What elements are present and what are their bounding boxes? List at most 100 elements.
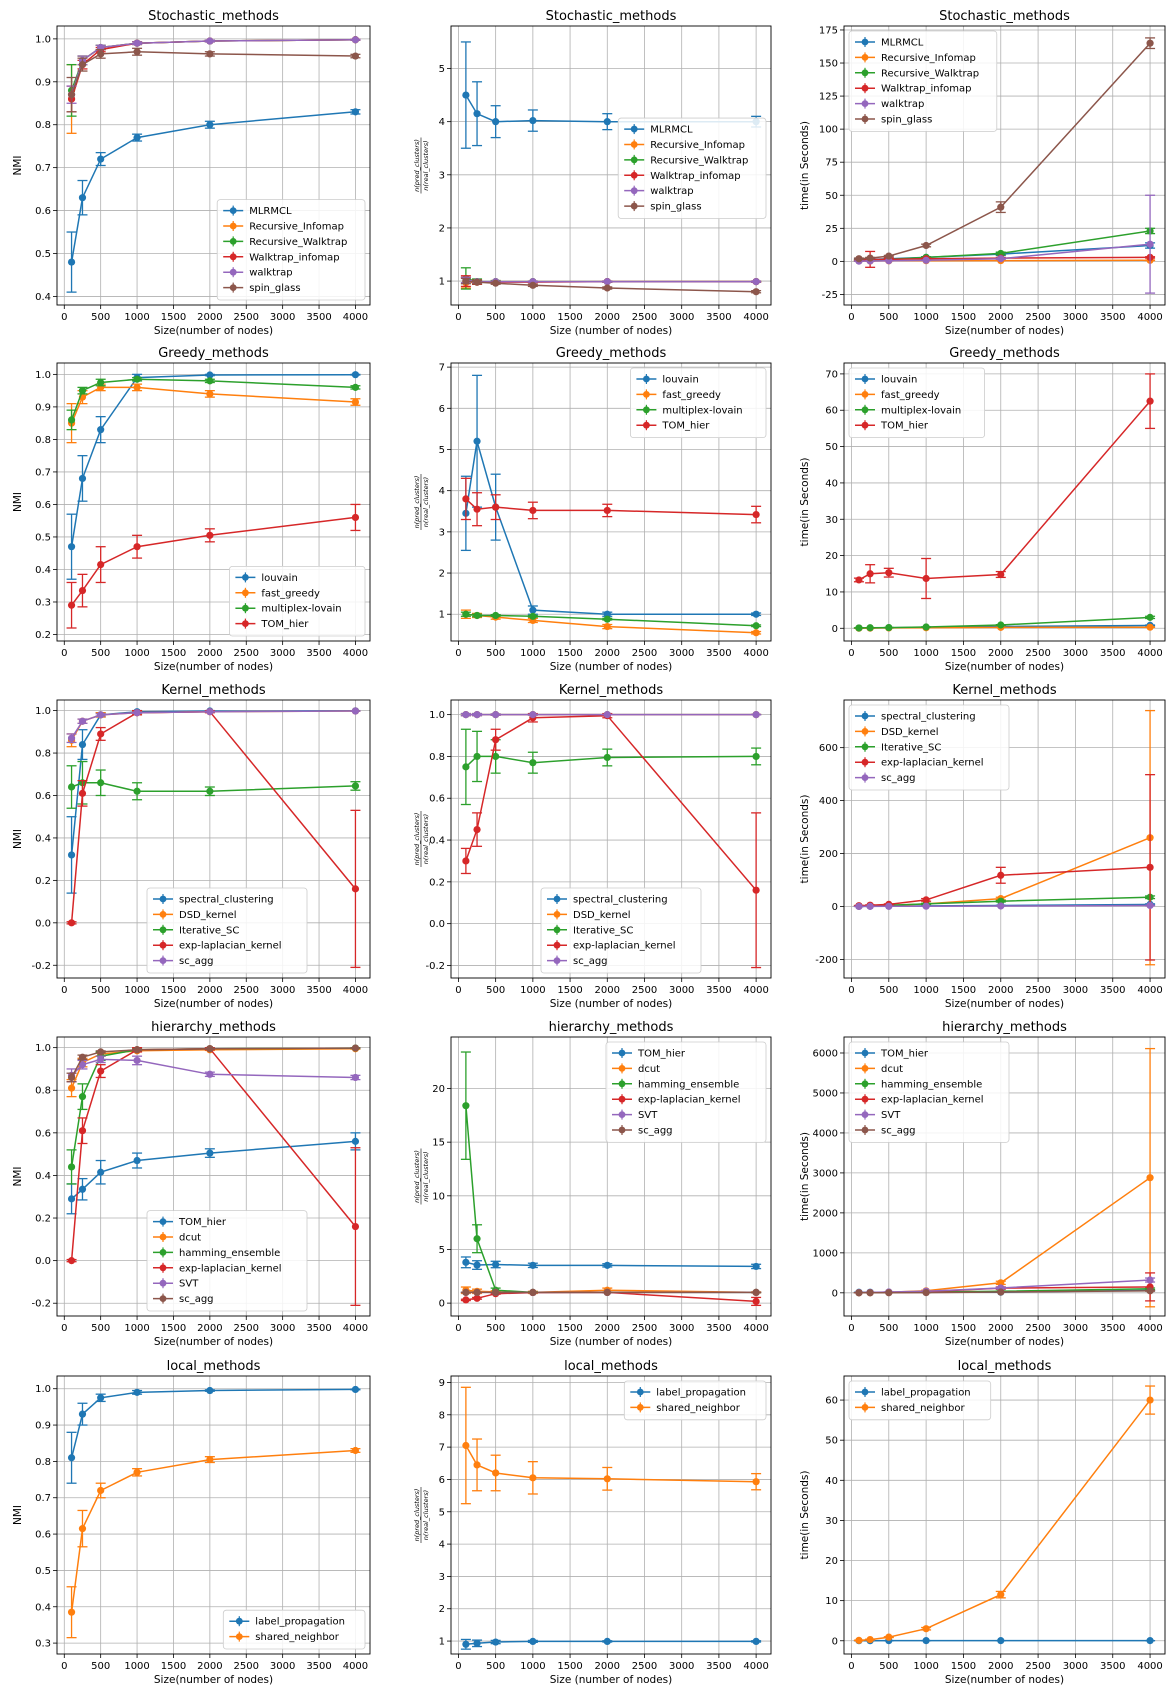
legend-marker: [861, 1049, 869, 1057]
legend: spectral_clustering DSD_kernel Iterative_S…: [848, 704, 1010, 791]
x-axis-label: Size(number of nodes): [154, 661, 273, 673]
legend-marker: [229, 253, 237, 261]
y-axis-label-numerator: n(pred_clusters): [413, 476, 421, 529]
legend-entry: sc_agg: [547, 955, 608, 967]
series-sc_agg: [66, 1044, 361, 1083]
legend-label: walktrap: [881, 99, 924, 110]
legend-marker: [861, 1111, 869, 1118]
legend: louvain fast_greedy multiplex-lovain TOM_hi…: [228, 566, 366, 637]
y-tick-label: 0.6: [35, 500, 51, 511]
data-point: [885, 1633, 893, 1641]
x-tick-label: 3000: [669, 648, 694, 659]
legend-entry: DSD_kernel: [153, 909, 237, 921]
data-point: [67, 543, 76, 551]
data-point: [67, 601, 76, 609]
series-line: [70, 386, 356, 424]
y-tick-label: 0.7: [35, 467, 51, 478]
chart-panel-5: 0 500 1000 1500 2000 2500 3000 3500 4000 1 2 3 4 5 6 7 G…: [413, 346, 772, 673]
x-tick-label: 1500: [557, 312, 582, 323]
x-tick-label: 3500: [1100, 985, 1125, 996]
data-point: [67, 1257, 76, 1265]
data-point: [78, 1093, 87, 1101]
x-tick-label: 2000: [197, 312, 222, 323]
x-tick-label: 0: [848, 985, 854, 996]
legend-marker: [229, 284, 237, 291]
y-tick-label: 150: [819, 59, 838, 70]
x-tick-label: 3000: [1063, 985, 1088, 996]
legend-entry: TOM_hier: [636, 420, 710, 432]
legend-label: multiplex-lovain: [261, 604, 341, 615]
data-point: [351, 513, 360, 522]
x-axis-label: Size(number of nodes): [945, 325, 1064, 337]
x-tick-label: 500: [879, 1661, 898, 1672]
y-tick-label: 0.3: [35, 597, 51, 608]
x-tick-label: 1000: [124, 648, 149, 659]
x-tick-label: 1500: [161, 1323, 186, 1334]
legend-marker: [861, 115, 869, 123]
x-axis-label: Size(number of nodes): [154, 998, 273, 1010]
y-tick-label: 75: [825, 158, 838, 169]
data-layer: [853, 37, 1156, 294]
legend-entry: louvain: [855, 374, 917, 386]
data-point: [473, 110, 481, 118]
legend-label: spin_glass: [881, 115, 932, 126]
x-tick-label: 2500: [632, 1661, 657, 1672]
x-tick-label: 500: [486, 1661, 505, 1672]
y-tick-label: 3000: [813, 1168, 838, 1179]
data-point: [78, 1061, 87, 1069]
data-point: [78, 1525, 87, 1533]
legend-label: louvain: [662, 375, 698, 386]
x-tick-label: 1000: [520, 312, 545, 323]
legend-label: louvain: [881, 375, 917, 386]
data-point: [752, 510, 760, 519]
axes-frame: [843, 25, 1166, 306]
y-axis-label: time(in Seconds): [799, 121, 811, 210]
legend-marker: [229, 207, 237, 215]
series-shared_neighbor: [66, 1446, 361, 1639]
legend-marker: [861, 38, 869, 46]
y-tick-label: 1000: [813, 1248, 838, 1259]
axes-frame: [843, 699, 1166, 979]
data-point: [885, 252, 893, 260]
x-tick-label: 2000: [988, 985, 1013, 996]
x-tick-label: 0: [61, 1323, 67, 1334]
data-layer: [853, 709, 1156, 966]
legend-marker: [242, 604, 249, 612]
data-point: [133, 39, 141, 47]
data-point: [473, 1261, 481, 1269]
plot-area: [57, 1376, 370, 1654]
legend-marker: [235, 1617, 243, 1625]
series-SVT: [66, 1055, 361, 1083]
legend-box: [848, 1380, 992, 1421]
legend-marker: [630, 156, 638, 164]
legend-label: dcut: [179, 1233, 201, 1244]
data-point: [492, 752, 500, 761]
data-point: [67, 1608, 76, 1616]
y-axis-label-denominator: n(real_clusters): [422, 1151, 430, 1201]
axes-frame: [450, 362, 772, 642]
y-tick-label: 6: [439, 404, 445, 415]
x-tick-label: 3500: [1100, 648, 1125, 659]
y-tick-label: 0.8: [35, 749, 51, 760]
chart-title: local_methods: [958, 1359, 1052, 1374]
data-point: [866, 570, 874, 578]
y-tick-label: 1.0: [35, 34, 51, 45]
data-point: [529, 1288, 537, 1296]
legend-label: exp-laplacian_kernel: [179, 1263, 282, 1274]
legend-marker: [553, 941, 561, 949]
y-tick-label: 0.8: [35, 435, 51, 446]
data-point: [866, 902, 874, 910]
x-tick-label: 1500: [951, 648, 976, 659]
y-tick-label: 1: [439, 610, 445, 621]
data-point: [97, 1067, 105, 1075]
y-tick-label: 8: [439, 1410, 445, 1421]
data-point: [97, 711, 105, 719]
legend-entry: MLRMCL: [624, 124, 693, 136]
data-point: [473, 825, 481, 834]
x-tick-label: 1500: [557, 1323, 582, 1334]
x-tick-label: 0: [455, 1323, 461, 1334]
data-point: [922, 1625, 930, 1633]
x-tick-label: 1500: [161, 985, 186, 996]
y-tick-label: 0.8: [35, 1086, 51, 1097]
data-point: [1146, 623, 1154, 631]
